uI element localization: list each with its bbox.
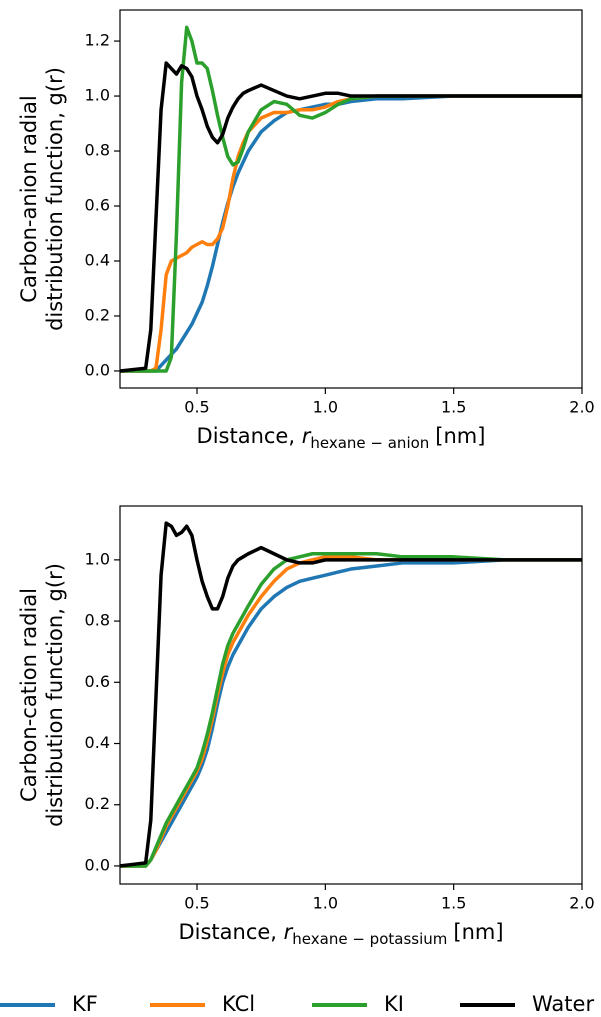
- legend-label: Water: [532, 992, 594, 1016]
- x-label-var: r: [284, 920, 294, 944]
- x-label-text: Distance,: [197, 424, 302, 448]
- y-tick-label: 0.6: [85, 196, 110, 215]
- y-tick-label: 0.6: [85, 672, 110, 691]
- x-tick-label: 2.0: [569, 894, 594, 913]
- x-axis-label: Distance, rhexane − anion [nm]: [197, 424, 486, 452]
- y-tick-label: 1.0: [85, 549, 110, 568]
- x-label-sub: hexane − anion: [310, 434, 429, 452]
- series-line: [120, 521, 582, 868]
- legend-label: KCl: [222, 992, 255, 1016]
- y-axis-label: distribution function, g(r): [43, 563, 67, 827]
- y-tick-label: 0.4: [85, 250, 110, 269]
- x-tick-label: 1.5: [441, 894, 466, 913]
- y-tick-label: 0.2: [85, 794, 110, 813]
- series-line: [120, 61, 582, 373]
- x-tick-label: 1.0: [313, 398, 338, 417]
- x-tick-label: 2.0: [569, 398, 594, 417]
- series-line: [120, 555, 582, 868]
- axes-frame: [119, 9, 583, 389]
- y-tick-label: 0.0: [85, 360, 110, 379]
- y-tick-label: 1.2: [85, 31, 110, 50]
- y-tick-label: 0.2: [85, 305, 110, 324]
- y-tick-label: 0.0: [85, 855, 110, 874]
- x-label-unit: [nm]: [435, 424, 485, 448]
- x-tick-label: 0.5: [184, 894, 209, 913]
- y-axis-label: Carbon-cation radial: [17, 588, 41, 802]
- axes-frame: [119, 505, 583, 885]
- x-label-text: Distance,: [178, 920, 283, 944]
- x-tick-label: 1.5: [441, 398, 466, 417]
- y-tick-label: 0.4: [85, 733, 110, 752]
- series-line: [120, 94, 582, 373]
- series-line: [120, 552, 582, 868]
- y-tick-label: 1.0: [85, 86, 110, 105]
- x-label-var: r: [302, 424, 312, 448]
- y-axis-label: distribution function, g(r): [43, 67, 67, 331]
- y-tick-label: 0.8: [85, 611, 110, 630]
- x-tick-label: 1.0: [313, 894, 338, 913]
- x-tick-label: 0.5: [184, 398, 209, 417]
- series-line: [120, 25, 582, 373]
- legend-label: KF: [72, 992, 98, 1016]
- series-line: [120, 558, 582, 868]
- x-label-unit: [nm]: [453, 920, 503, 944]
- y-tick-label: 0.8: [85, 141, 110, 160]
- x-label-sub: hexane − potassium: [292, 930, 447, 948]
- y-axis-label: Carbon-anion radial: [17, 95, 41, 302]
- legend-label: KI: [384, 992, 404, 1016]
- x-axis-label: Distance, rhexane − potassium [nm]: [178, 920, 503, 948]
